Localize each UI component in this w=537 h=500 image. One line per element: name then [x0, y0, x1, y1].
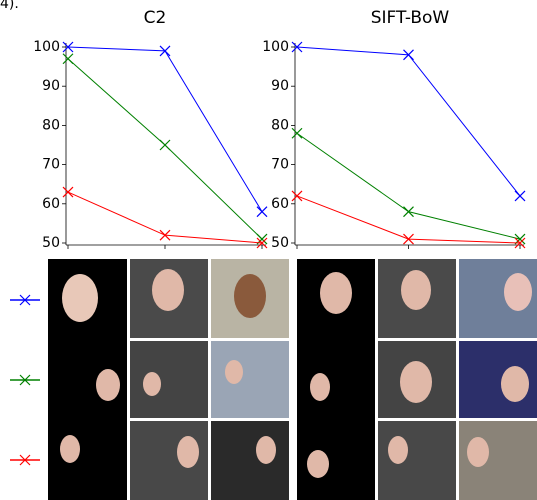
y-tick-label: 60 [271, 196, 289, 212]
series-line [67, 58, 263, 240]
face [96, 369, 120, 401]
y-tick-label: 90 [42, 78, 60, 94]
point [291, 190, 303, 202]
y-tick-label: 70 [42, 157, 60, 173]
image-grid-left [48, 259, 289, 500]
point [62, 186, 74, 198]
image [211, 341, 289, 418]
face [177, 436, 199, 468]
legend-marker [19, 454, 31, 466]
legend-marker [19, 294, 31, 306]
face [62, 274, 98, 322]
y-tick-label: 50 [42, 235, 60, 251]
image [378, 421, 456, 500]
series-line [67, 46, 263, 212]
y-tick-label: 80 [42, 117, 60, 133]
face [225, 360, 243, 384]
face [401, 270, 431, 310]
point [256, 237, 268, 249]
face [310, 373, 330, 401]
face [388, 436, 408, 464]
y-tick-label: 90 [271, 78, 289, 94]
point [62, 41, 74, 53]
series-line [296, 46, 521, 197]
face [60, 435, 80, 463]
series-line [296, 132, 521, 240]
point [514, 237, 526, 249]
series-line [296, 195, 521, 244]
face [307, 450, 329, 478]
y-tick-label: 60 [42, 196, 60, 212]
face [504, 273, 532, 311]
face [501, 366, 529, 402]
face [152, 269, 184, 311]
y-tick-label: 100 [33, 39, 60, 55]
point [291, 127, 303, 139]
point [403, 206, 414, 218]
caption-fragment: 4). [0, 0, 19, 12]
y-tick-label: 80 [271, 117, 289, 133]
face [467, 437, 489, 467]
face [234, 274, 266, 318]
point [403, 49, 414, 61]
image-grid-right [297, 259, 537, 500]
legend-marker [19, 374, 31, 386]
face [256, 436, 276, 464]
point [159, 45, 171, 57]
face [143, 372, 161, 396]
point [159, 229, 171, 241]
y-tick-label: 70 [271, 157, 289, 173]
point [403, 233, 414, 245]
point [291, 41, 303, 53]
face [320, 272, 352, 314]
image [130, 341, 208, 418]
face [400, 361, 432, 403]
image [211, 421, 289, 500]
point [159, 139, 171, 151]
point [514, 190, 526, 202]
point [256, 206, 268, 218]
y-tick-label: 50 [271, 235, 289, 251]
chart-title: SIFT-BoW [371, 8, 450, 28]
y-tick-label: 100 [262, 39, 289, 55]
chart-title: C2 [144, 8, 167, 28]
point [62, 53, 74, 65]
